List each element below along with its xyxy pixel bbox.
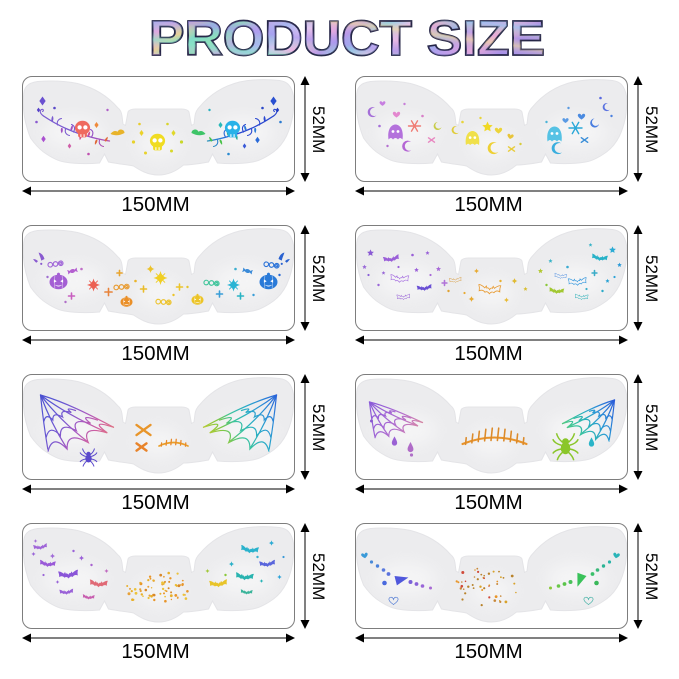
svg-text:PRODUCT SIZE: PRODUCT SIZE — [149, 12, 545, 66]
svg-text:PRODUCT SIZE: PRODUCT SIZE — [149, 12, 545, 66]
